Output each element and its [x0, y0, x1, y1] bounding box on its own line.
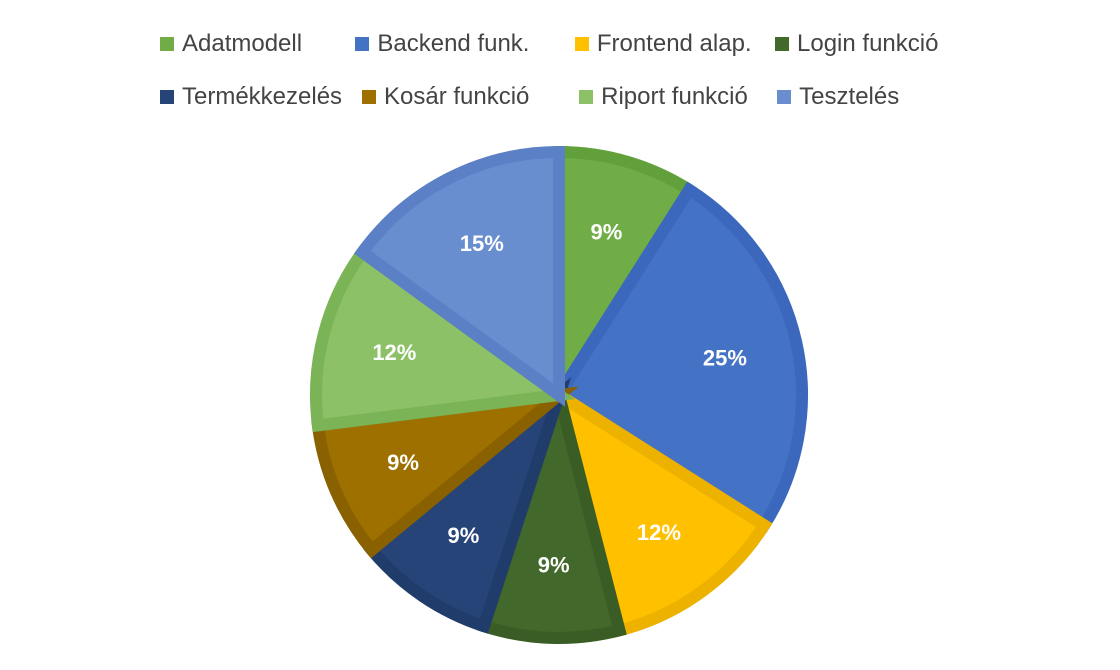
pie-slice [550, 181, 808, 534]
legend-row: Termékkezelés Kosár funkció Riport funkció… [160, 79, 980, 115]
legend-label: Riport funkció [601, 83, 748, 110]
slice-data-label: 9% [448, 523, 480, 548]
legend: Adatmodell Backend funk. Frontend alap. Log… [160, 26, 980, 132]
legend-item: Kosár funkció [362, 83, 557, 111]
slice-data-label: 9% [538, 552, 570, 577]
slice-data-label: 12% [372, 340, 416, 365]
legend-item: Backend funk. [355, 30, 552, 58]
legend-label: Tesztelés [799, 83, 900, 110]
pie-slice [363, 377, 572, 634]
legend-label: Backend funk. [377, 30, 530, 57]
legend-item: Frontend alap. [574, 30, 753, 58]
legend-swatch [775, 37, 790, 51]
legend-swatch [160, 37, 174, 51]
legend-label: Login funkció [797, 30, 939, 57]
slice-data-label: 15% [460, 231, 504, 256]
legend-item: Tesztelés [777, 83, 958, 111]
legend-swatch [574, 37, 589, 51]
pie-slice [354, 145, 565, 407]
slice-data-label: 9% [591, 219, 623, 244]
pie-slice [476, 373, 627, 644]
legend-swatch [160, 90, 174, 104]
slice-data-label: 9% [387, 450, 419, 475]
legend-swatch [362, 90, 376, 104]
slice-data-label: 12% [637, 520, 681, 545]
legend-label: Kosár funkció [384, 83, 530, 110]
legend-label: Adatmodell [182, 30, 303, 57]
legend-item: Login funkció [775, 30, 958, 58]
pie-slice [310, 243, 575, 433]
legend-item: Riport funkció [579, 83, 755, 111]
legend-swatch [579, 90, 594, 104]
legend-label: Frontend alap. [596, 30, 752, 57]
legend-item: Adatmodell [160, 30, 333, 58]
legend-item: Termékkezelés [160, 83, 343, 111]
pie-slice [311, 386, 579, 559]
legend-label: Termékkezelés [182, 83, 343, 110]
legend-swatch [355, 37, 370, 51]
legend-swatch [777, 90, 792, 104]
slice-data-label: 25% [703, 345, 747, 370]
legend-row: Adatmodell Backend funk. Frontend alap. Log… [160, 26, 980, 62]
